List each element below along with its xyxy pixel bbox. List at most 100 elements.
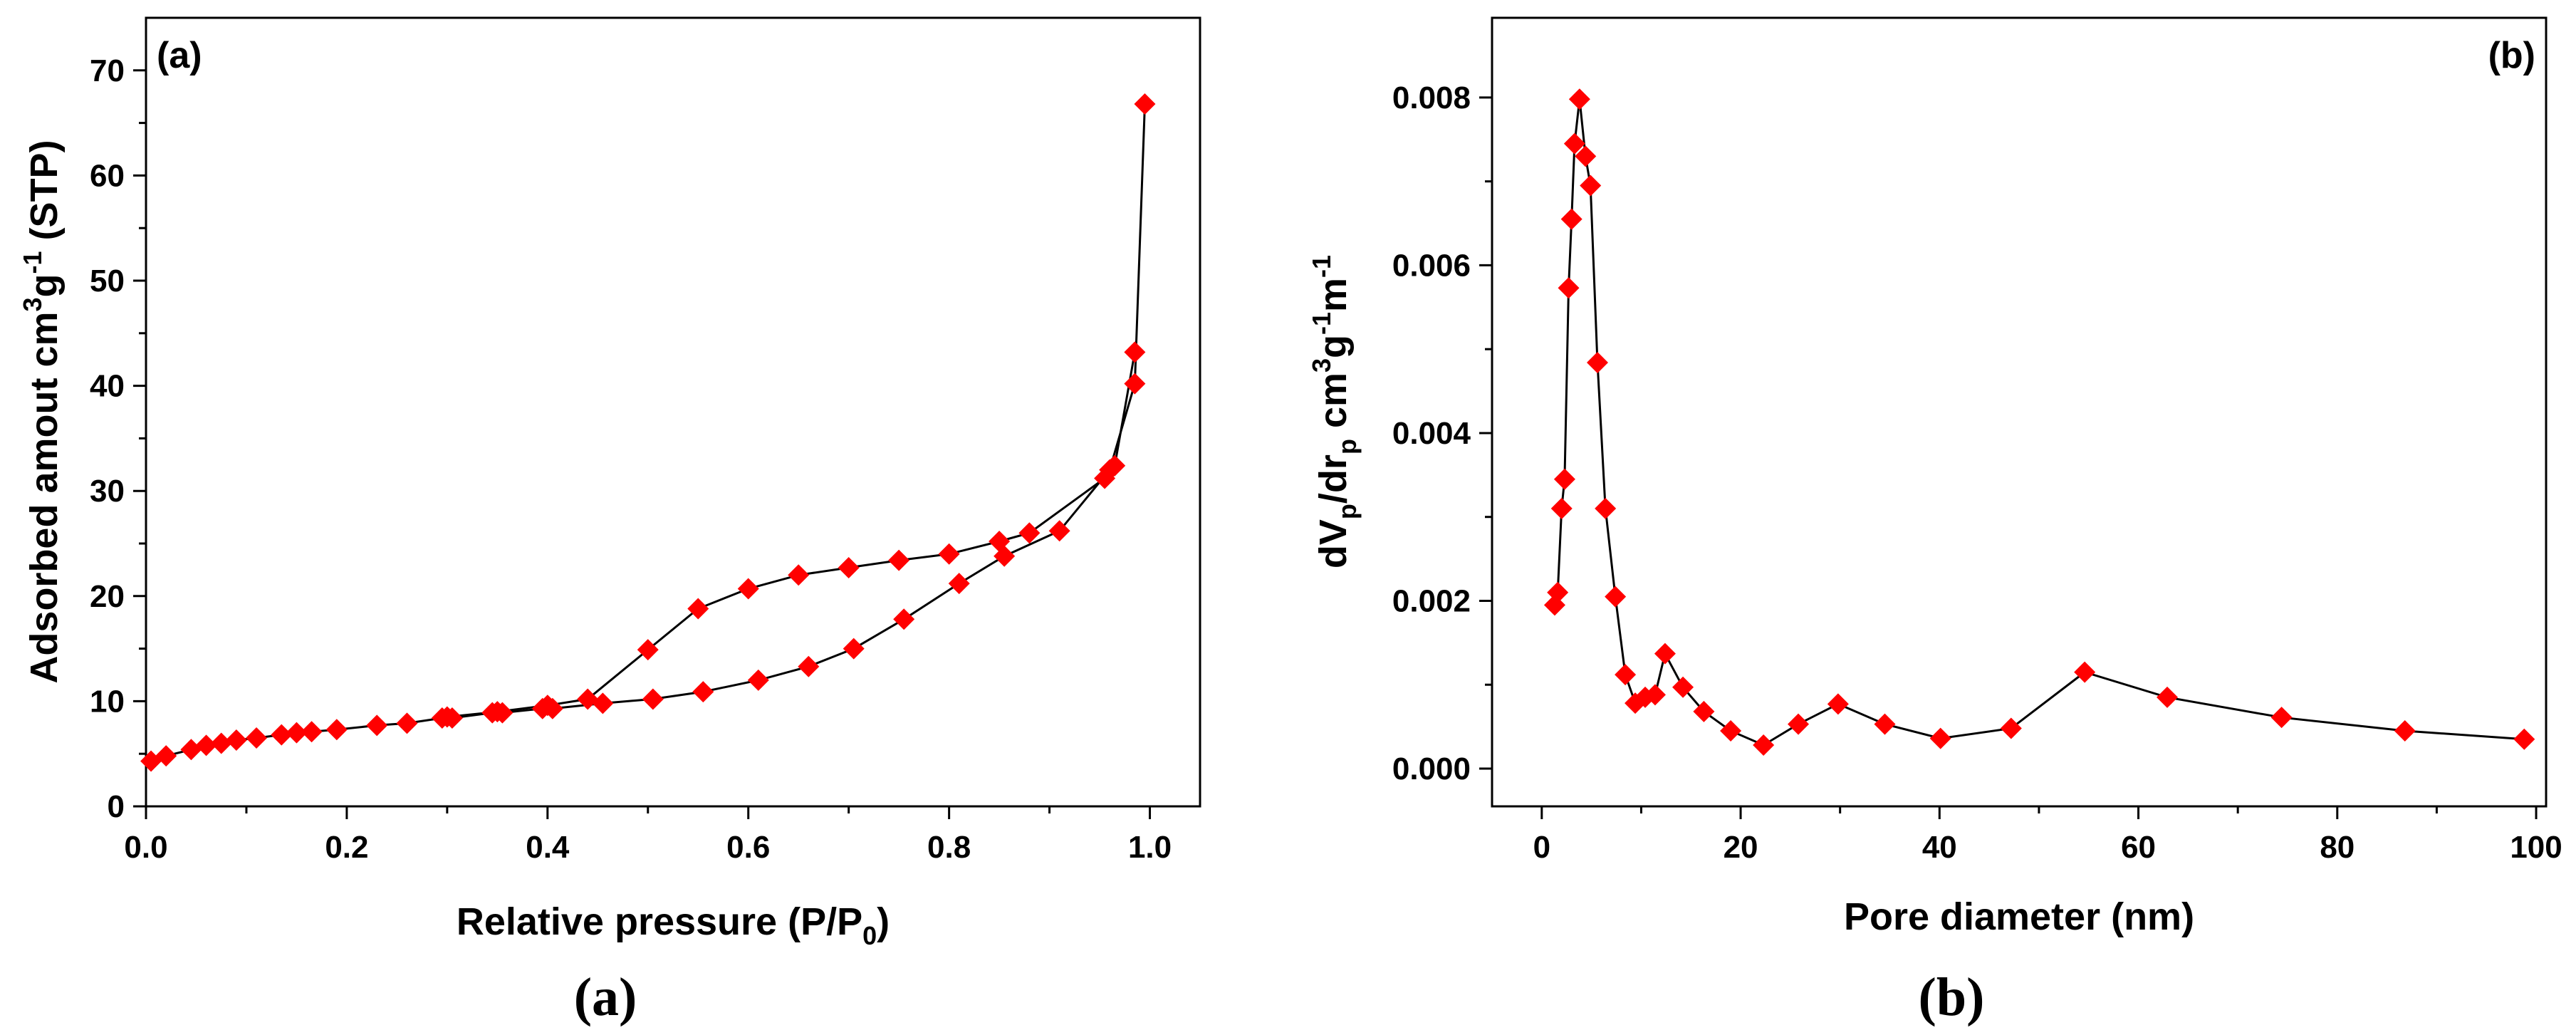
panel-a-points bbox=[140, 93, 1156, 772]
data-point bbox=[1580, 175, 1602, 197]
y-tick-label: 10 bbox=[90, 684, 125, 719]
data-point bbox=[1672, 676, 1694, 698]
data-point bbox=[1134, 93, 1156, 115]
data-point bbox=[1720, 720, 1742, 742]
panel-a-lines bbox=[150, 103, 1146, 762]
data-point bbox=[1568, 88, 1590, 110]
data-point bbox=[396, 712, 418, 734]
data-point bbox=[1558, 277, 1580, 299]
y-tick-label: 0.000 bbox=[1392, 751, 1471, 786]
panel-a-x-axis-title: Relative pressure (P/P0) bbox=[457, 900, 890, 950]
x-tick-label: 0.0 bbox=[124, 830, 167, 865]
data-point bbox=[1104, 454, 1126, 477]
data-point bbox=[788, 564, 810, 586]
data-point bbox=[1547, 581, 1569, 603]
data-point bbox=[246, 727, 268, 749]
series-line-pore-size-distribution bbox=[1553, 99, 2525, 747]
data-point bbox=[592, 692, 614, 714]
panel-a-axes: 0.0 0.2 0.4 0.6 0.8 1.0 0 10 20 30 40 50 60 70 bbox=[90, 53, 1172, 865]
data-point bbox=[2074, 661, 2096, 683]
x-tick-label: 100 bbox=[2510, 830, 2562, 865]
data-point bbox=[577, 688, 599, 710]
y-tick-label: 60 bbox=[90, 158, 125, 193]
data-point bbox=[225, 729, 247, 751]
x-tick-label: 1.0 bbox=[1128, 830, 1172, 865]
panel-a-chart: 0.0 0.2 0.4 0.6 0.8 1.0 0 10 20 30 40 50 60 70 (a) Re… bbox=[18, 16, 1201, 1027]
data-point bbox=[210, 732, 232, 754]
data-point bbox=[838, 556, 860, 578]
x-tick-label: 60 bbox=[2121, 830, 2156, 865]
y-tick-label: 20 bbox=[90, 579, 125, 614]
data-point bbox=[1553, 468, 1575, 490]
data-point bbox=[1124, 341, 1146, 363]
panel-a-caption: (a) bbox=[574, 967, 637, 1027]
data-point bbox=[888, 549, 910, 571]
panel-b-caption: (b) bbox=[1919, 967, 1985, 1027]
y-tick-label: 0.008 bbox=[1392, 80, 1471, 115]
y-tick-label: 50 bbox=[90, 264, 125, 298]
data-point bbox=[271, 724, 293, 746]
panel-a-y-axis-title: Adsorbed amout cm3g-1 (STP) bbox=[18, 140, 66, 683]
x-tick-label: 0.4 bbox=[526, 830, 570, 865]
panel-b-lines bbox=[1553, 99, 2525, 747]
y-tick-label: 0 bbox=[108, 789, 125, 824]
x-tick-label: 40 bbox=[1922, 830, 1957, 865]
data-point bbox=[2394, 720, 2416, 742]
panel-b-points bbox=[1543, 88, 2535, 756]
data-point bbox=[1827, 693, 1849, 715]
data-point bbox=[301, 721, 323, 743]
data-point bbox=[687, 598, 709, 620]
data-point bbox=[1563, 132, 1585, 155]
data-point bbox=[1874, 713, 1896, 735]
panel-a-plot-frame bbox=[145, 16, 1201, 808]
panel-b-y-axis-title: dVp/drp cm3g-1m-1 bbox=[1307, 255, 1362, 568]
data-point bbox=[1654, 643, 1676, 665]
data-point bbox=[1595, 497, 1617, 519]
data-point bbox=[1550, 497, 1573, 519]
data-point bbox=[1929, 727, 1951, 749]
data-point bbox=[1575, 145, 1597, 167]
y-tick-label: 40 bbox=[90, 369, 125, 404]
data-point bbox=[195, 734, 217, 756]
data-point bbox=[843, 638, 865, 660]
panel-a-tag: (a) bbox=[157, 35, 202, 76]
data-point bbox=[486, 701, 509, 723]
data-point bbox=[366, 714, 388, 737]
data-point bbox=[692, 681, 714, 703]
data-point bbox=[989, 531, 1011, 553]
x-tick-label: 0.6 bbox=[726, 830, 770, 865]
data-point bbox=[642, 688, 664, 710]
data-point bbox=[536, 695, 558, 717]
y-tick-label: 0.006 bbox=[1392, 248, 1471, 283]
data-point bbox=[1124, 373, 1146, 395]
data-point bbox=[1587, 352, 1608, 374]
y-tick-label: 30 bbox=[90, 474, 125, 509]
data-point bbox=[1753, 734, 1775, 756]
data-point bbox=[737, 578, 759, 600]
data-point bbox=[155, 745, 177, 767]
data-point bbox=[893, 608, 915, 630]
data-point bbox=[798, 655, 820, 677]
data-point bbox=[325, 719, 348, 741]
panel-b-chart: 0 20 40 60 80 100 0.000 0.002 0.004 0.006 0.008 (b… bbox=[1307, 16, 2562, 1027]
data-point bbox=[2270, 707, 2293, 729]
data-point bbox=[436, 706, 458, 728]
data-point bbox=[948, 573, 970, 595]
y-tick-label: 0.004 bbox=[1392, 416, 1471, 451]
data-point bbox=[1094, 467, 1116, 489]
y-tick-label: 70 bbox=[90, 53, 125, 88]
panel-b-x-axis-title: Pore diameter (nm) bbox=[1844, 895, 2194, 938]
data-point bbox=[637, 639, 659, 661]
data-point bbox=[180, 739, 202, 761]
x-tick-label: 80 bbox=[2320, 830, 2355, 865]
data-point bbox=[1644, 684, 1666, 706]
data-point bbox=[1615, 664, 1637, 686]
x-tick-label: 20 bbox=[1724, 830, 1758, 865]
data-point bbox=[1605, 586, 1627, 608]
panel-b-axes: 0 20 40 60 80 100 0.000 0.002 0.004 0.006 0.008 bbox=[1392, 80, 2562, 865]
panel-b-tag: (b) bbox=[2488, 35, 2535, 76]
panel-b-plot-frame bbox=[1491, 16, 2548, 808]
series-line-desorption bbox=[447, 352, 1136, 718]
data-point bbox=[2157, 686, 2179, 708]
